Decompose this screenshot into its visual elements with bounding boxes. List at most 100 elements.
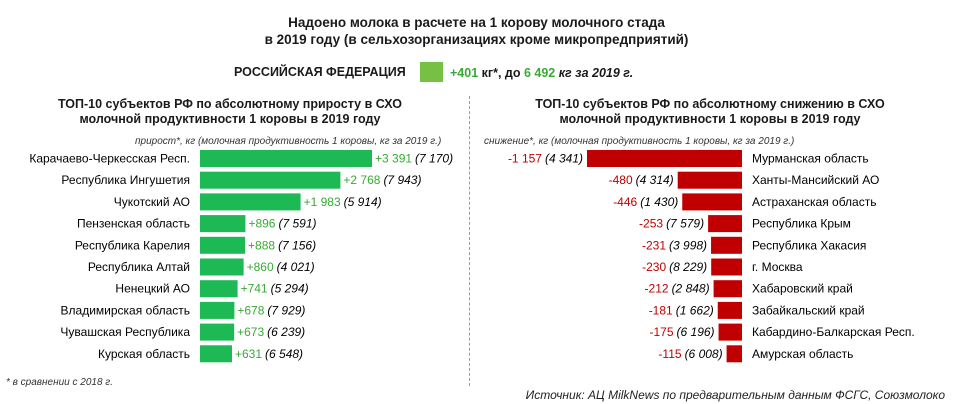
rf-indicator (420, 62, 443, 82)
right-subtitle-2: молочной продуктивности 1 коровы в 2019 … (559, 112, 861, 126)
left-secondary-label: (5 914) (344, 195, 382, 209)
left-category-label: Пензенская область (77, 217, 190, 231)
left-category-label: Республика Карелия (75, 238, 190, 252)
right-value-label: -446 (613, 195, 637, 209)
left-value-label: +2 768 (343, 173, 380, 187)
left-category-label: Республика Алтай (88, 260, 190, 274)
right-category-label: г. Москва (752, 260, 803, 274)
right-subtitle: ТОП-10 субъектов РФ по абсолютному сниже… (495, 97, 925, 127)
right-secondary-label: (4 341) (545, 152, 583, 166)
left-secondary-label: (7 943) (383, 173, 421, 187)
rf-delta: +401 (450, 66, 479, 80)
footnote: * в сравнении с 2018 г. (6, 377, 113, 388)
chart-title-line1: Надоено молока в расчете на 1 корову мол… (288, 15, 665, 30)
right-axis-note: снижение*, кг (молочная продуктивность 1… (484, 136, 795, 147)
rf-tail: кг за 2019 г. (555, 66, 634, 80)
left-value-label: +678 (237, 303, 264, 317)
right-secondary-label: (6 196) (677, 325, 715, 339)
right-category-label: Республика Хакасия (752, 238, 866, 252)
left-category-label: Чувашская Республика (60, 325, 190, 339)
right-secondary-label: (3 998) (669, 238, 707, 252)
right-value-label: -253 (639, 217, 663, 231)
right-value-label: -230 (642, 260, 666, 274)
left-bar (200, 323, 235, 341)
right-secondary-label: (1 662) (676, 303, 714, 317)
left-value-label: +631 (235, 347, 262, 361)
right-value-label: -480 (609, 173, 633, 187)
right-bar (713, 280, 742, 298)
rf-label: РОССИЙСКАЯ ФЕДЕРАЦИЯ (234, 65, 406, 79)
right-category-label: Мурманская область (752, 152, 869, 166)
left-category-label: Карачаево-Черкесская Респ. (29, 152, 190, 166)
right-category-label: Амурская область (752, 347, 853, 361)
left-subtitle-1: ТОП-10 субъектов РФ по абсолютному приро… (57, 97, 403, 111)
left-secondary-label: (7 591) (278, 217, 316, 231)
left-secondary-label: (5 294) (271, 282, 309, 296)
right-bar (717, 301, 742, 319)
right-secondary-label: (7 579) (666, 217, 704, 231)
right-value-label: -231 (642, 238, 666, 252)
chart-title-line2: в 2019 году (в сельхозорганизациях кроме… (264, 32, 689, 47)
right-category-label: Хабаровский край (752, 282, 853, 296)
left-bar (200, 280, 238, 298)
right-secondary-label: (2 848) (672, 282, 710, 296)
left-category-label: Владимирская область (61, 303, 190, 317)
source-note: Источник: АЦ MilkNews по предварительным… (525, 388, 945, 402)
left-bar (200, 150, 372, 167)
right-value-label: -181 (649, 303, 673, 317)
left-secondary-label: (6 239) (267, 325, 305, 339)
left-bar (200, 193, 301, 211)
right-subtitle-1: ТОП-10 субъектов РФ по абсолютному сниже… (535, 97, 885, 111)
left-bar (200, 236, 246, 254)
left-bar (200, 258, 244, 276)
left-value-label: +1 983 (304, 195, 341, 209)
right-bar (726, 345, 742, 363)
panel-divider (469, 96, 470, 386)
left-value-label: +896 (248, 217, 275, 231)
right-category-label: Кабардино-Балкарская Респ. (752, 325, 915, 339)
right-category-label: Ханты-Мансийский АО (752, 173, 879, 187)
left-bar (200, 301, 235, 319)
left-category-label: Ненецкий АО (115, 282, 190, 296)
left-bar (200, 171, 341, 189)
left-category-label: Курская область (98, 347, 190, 361)
right-bar (677, 171, 742, 189)
rf-value: 6 492 (523, 66, 556, 80)
left-value-label: +673 (237, 325, 264, 339)
left-subtitle-2: молочной продуктивности 1 коровы в 2019 … (79, 112, 381, 126)
right-bar (587, 150, 742, 167)
right-category-label: Астраханская область (752, 195, 876, 209)
right-category-label: Забайкальский край (752, 303, 865, 317)
left-axis-note: прирост*, кг (молочная продуктивность 1 … (135, 136, 442, 147)
right-bar (682, 193, 742, 211)
left-value-label: +888 (248, 238, 275, 252)
right-value-label: -1 157 (508, 152, 542, 166)
left-subtitle: ТОП-10 субъектов РФ по абсолютному приро… (20, 97, 440, 127)
left-value-label: +3 391 (375, 152, 412, 166)
right-bar (708, 215, 742, 233)
left-bar (200, 345, 233, 363)
right-bar (711, 258, 742, 276)
left-secondary-label: (7 156) (278, 238, 316, 252)
left-secondary-label: (7 170) (415, 152, 453, 166)
left-bar (200, 215, 246, 233)
rf-summary: +401 кг*, до 6 492 кг за 2019 г. (450, 66, 633, 80)
left-category-label: Чукотский АО (114, 195, 190, 209)
right-category-label: Республика Крым (752, 217, 851, 231)
left-category-label: Республика Ингушетия (61, 173, 190, 187)
right-bar (711, 236, 742, 254)
right-secondary-label: (4 314) (636, 173, 674, 187)
right-value-label: -212 (645, 282, 669, 296)
right-bar (718, 323, 742, 341)
right-secondary-label: (8 229) (669, 260, 707, 274)
right-secondary-label: (1 430) (640, 195, 678, 209)
right-value-label: -175 (649, 325, 673, 339)
left-value-label: +860 (247, 260, 274, 274)
left-secondary-label: (4 021) (277, 260, 315, 274)
left-secondary-label: (6 548) (265, 347, 303, 361)
left-secondary-label: (7 929) (267, 303, 305, 317)
right-value-label: -115 (658, 347, 681, 361)
rf-mid: кг*, до (478, 66, 524, 80)
right-secondary-label: (6 008) (685, 347, 723, 361)
